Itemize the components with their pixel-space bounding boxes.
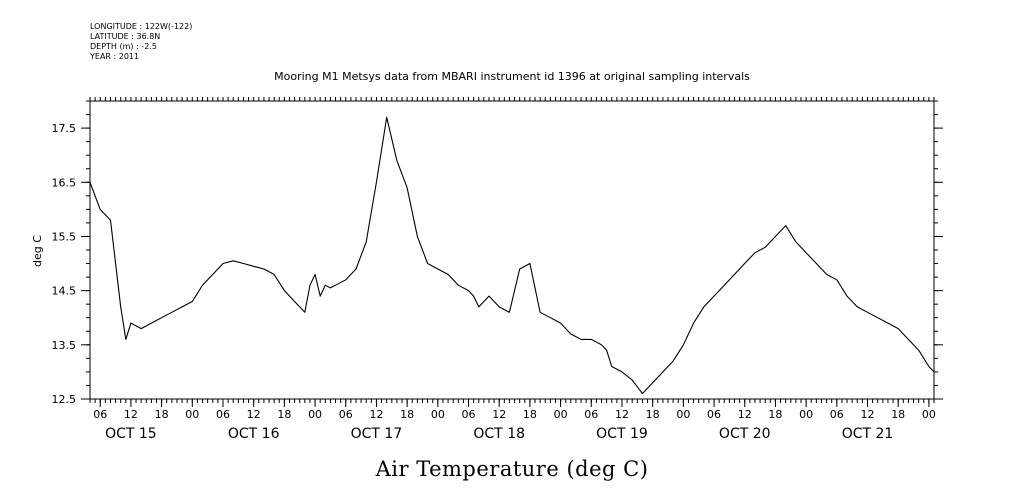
x-tick-label: 18 [646, 408, 660, 421]
axes: 06 12 18 00 06 12 18 00 06 12 18 00 06 12 18 00 06 12 18 00… [52, 97, 943, 442]
x-day-label: OCT 21 [842, 426, 894, 442]
x-tick-label: 18 [400, 408, 414, 421]
x-tick-label: 06 [462, 408, 476, 421]
x-tick-label: 00 [185, 408, 199, 421]
y-tick-label: 14.5 [52, 285, 77, 298]
air-temperature-line [89, 116, 935, 395]
x-tick-label: 18 [277, 408, 291, 421]
x-day-label: OCT 17 [351, 426, 403, 442]
x-tick-label: 06 [93, 408, 107, 421]
header-info: LONGITUDE : 122W(-122) LATITUDE : 36.8N … [89, 22, 192, 61]
x-tick-label: 00 [676, 408, 690, 421]
x-tick-label: 12 [738, 408, 752, 421]
x-tick-label: 00 [799, 408, 813, 421]
x-tick-label: 12 [615, 408, 629, 421]
depth-label: DEPTH (m) : -2.5 [90, 42, 157, 51]
x-tick-label: 18 [523, 408, 537, 421]
x-tick-label: 00 [431, 408, 445, 421]
x-tick-label: 00 [554, 408, 568, 421]
year-label: YEAR : 2011 [89, 52, 139, 61]
y-tick-label: 15.5 [52, 230, 77, 243]
y-tick-label: 12.5 [52, 393, 77, 406]
x-tick-label: 06 [707, 408, 721, 421]
plot-frame [89, 100, 935, 400]
latitude-label: LATITUDE : 36.8N [90, 32, 160, 41]
x-tick-label: 00 [922, 408, 936, 421]
x-tick-label: 12 [861, 408, 875, 421]
x-tick-label: 18 [768, 408, 782, 421]
y-axis-label: deg C [31, 235, 44, 267]
x-day-label: OCT 18 [473, 426, 525, 442]
x-tick-label: 06 [339, 408, 353, 421]
series-group [89, 116, 935, 395]
x-tick-label: 06 [584, 408, 598, 421]
chart-title: Mooring M1 Metsys data from MBARI instru… [274, 70, 750, 83]
x-tick-label: 18 [891, 408, 905, 421]
x-tick-label: 12 [492, 408, 506, 421]
x-tick-label: 06 [216, 408, 230, 421]
x-tick-label: 12 [247, 408, 261, 421]
x-tick-label: 18 [155, 408, 169, 421]
y-tick-label: 17.5 [52, 122, 77, 135]
x-tick-label: 12 [369, 408, 383, 421]
x-tick-label: 06 [830, 408, 844, 421]
x-day-label: OCT 20 [719, 426, 771, 442]
x-tick-label: 00 [308, 408, 322, 421]
y-tick-label: 13.5 [52, 339, 77, 352]
x-day-label: OCT 15 [105, 426, 157, 442]
y-tick-label: 16.5 [52, 176, 77, 189]
longitude-label: LONGITUDE : 122W(-122) [90, 22, 192, 31]
x-day-label: OCT 16 [228, 426, 280, 442]
x-tick-label: 12 [124, 408, 138, 421]
x-axis-label: Air Temperature (deg C) [375, 457, 649, 481]
x-day-label: OCT 19 [596, 426, 648, 442]
